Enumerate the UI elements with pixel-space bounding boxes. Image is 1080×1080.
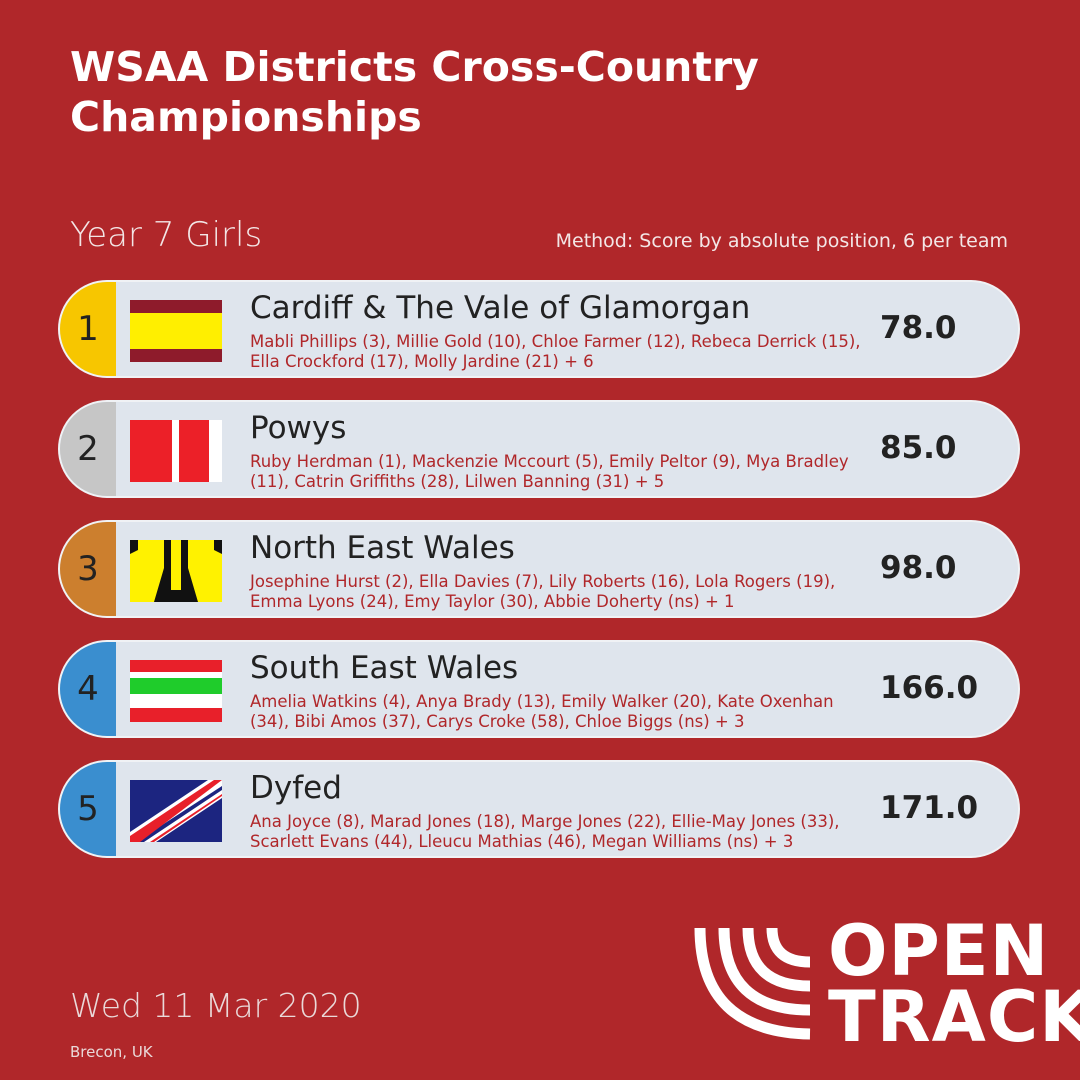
team-row: 5 Dyfed Ana Joyce (8), Marad Jones (18),… [58,760,1020,858]
title-line: Championships [70,93,422,141]
team-name: Cardiff & The Vale of Glamorgan [250,290,751,326]
team-row: 1 Cardiff & The Vale of Glamorgan Mabli … [58,280,1020,378]
flag [130,660,222,722]
title-line: WSAA Districts Cross-Country [70,43,759,91]
rank: 2 [60,402,116,496]
rank: 3 [60,522,116,616]
logo-mark [694,927,811,1040]
subtitle: Year 7 Girls [70,215,263,255]
members: Ruby Herdman (1), Mackenzie Mccourt (5),… [250,452,849,491]
method: Method: Score by absolute position, 6 pe… [555,230,1008,252]
team-row: 4 South East Wales Amelia Watkins (4), A… [58,640,1020,738]
logo-line: OPEN [828,910,1050,992]
title: WSAA Districts Cross-Country Championship… [70,42,759,142]
score: 78.0 [880,310,957,346]
members: Ana Joyce (8), Marad Jones (18), Marge J… [250,812,840,851]
score: 171.0 [880,790,979,826]
members: Amelia Watkins (4), Anya Brady (13), Emi… [250,692,834,731]
team-name: Powys [250,410,347,446]
team-name: South East Wales [250,650,519,686]
date: Wed 11 Mar 2020 [70,986,362,1025]
rank: 1 [60,282,116,376]
team-row: 3 North East Wales Josephine Hurst (2), … [58,520,1020,618]
score: 85.0 [880,430,957,466]
logo-text: OPEN TRACK [828,910,1080,1058]
members: Josephine Hurst (2), Ella Davies (7), Li… [250,572,836,611]
location: Brecon, UK [70,1043,153,1061]
score: 98.0 [880,550,957,586]
rank: 5 [60,762,116,856]
flag [130,780,222,842]
flag [130,420,222,482]
team-name: North East Wales [250,530,515,566]
score: 166.0 [880,670,979,706]
team-row: 2 Powys Ruby Herdman (1), Mackenzie Mcco… [58,400,1020,498]
rank: 4 [60,642,116,736]
flag [130,300,222,362]
logo-line: TRACK [828,976,1080,1058]
team-name: Dyfed [250,770,342,806]
members: Mabli Phillips (3), Millie Gold (10), Ch… [250,332,861,371]
flag [130,540,222,602]
